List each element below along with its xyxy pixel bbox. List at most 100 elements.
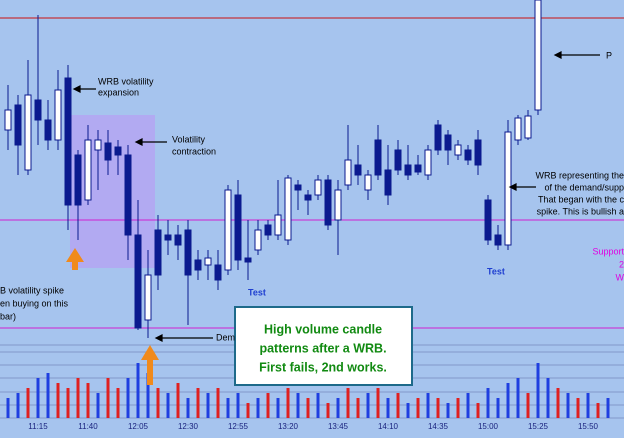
volume-bar — [206, 393, 210, 418]
candle-body — [214, 264, 222, 281]
volume-bar — [536, 363, 540, 418]
volume-bar — [6, 398, 10, 418]
volume-bar — [476, 403, 480, 418]
candle-body — [34, 99, 42, 121]
volume-bar — [156, 388, 160, 418]
candle-body — [84, 139, 92, 201]
volume-bar — [576, 398, 580, 418]
candle-body — [514, 117, 522, 141]
volume-bar — [506, 383, 510, 418]
volume-bar — [406, 403, 410, 418]
volume-bar — [586, 393, 590, 418]
volume-bar — [356, 398, 360, 418]
candle-body — [24, 94, 32, 171]
volume-bar — [146, 373, 150, 418]
annotation-text: Test — [487, 266, 505, 276]
candle-body — [524, 115, 532, 139]
x-tick-label: 11:40 — [78, 422, 98, 431]
volume-bar — [236, 393, 240, 418]
volume-bar — [266, 393, 270, 418]
candle-body — [314, 179, 322, 196]
volume-bar — [416, 398, 420, 418]
candle-body — [304, 194, 312, 201]
candle-body — [144, 274, 152, 321]
candle-body — [14, 104, 22, 146]
volume-bar — [546, 378, 550, 418]
candle-body — [344, 159, 352, 186]
candle-body — [404, 164, 412, 176]
x-tick-label: 13:20 — [278, 422, 299, 431]
volume-bar — [76, 378, 80, 418]
volume-bar — [86, 383, 90, 418]
x-tick-label: 12:05 — [128, 422, 149, 431]
annotation-text: of the demand/supp — [544, 182, 624, 192]
candle-body — [224, 189, 232, 271]
candle-body — [354, 164, 362, 176]
volume-bar — [46, 373, 50, 418]
x-tick-label: 15:00 — [478, 422, 499, 431]
candle-body — [254, 229, 262, 251]
annotation-text: contraction — [172, 146, 216, 156]
volume-bar — [126, 378, 130, 418]
candle-body — [444, 134, 452, 151]
annotation-text: Support — [592, 246, 624, 256]
candle-body — [154, 229, 162, 276]
volume-bar — [56, 383, 60, 418]
volume-bar — [36, 378, 40, 418]
volume-bar — [606, 398, 610, 418]
candle-body — [4, 109, 12, 131]
annotation-text: W — [616, 272, 624, 282]
candle-body — [174, 234, 182, 246]
candle-body — [434, 124, 442, 151]
x-tick-label: 12:30 — [178, 422, 199, 431]
annotations: 11:15 11:40 12:05 12:30 12:55 13:20 13:45 14:10… — [0, 50, 624, 431]
annotation-text: WRB volatility — [98, 76, 154, 86]
x-tick-label: 11:15 — [28, 422, 48, 431]
annotation-text: Volatility — [172, 134, 206, 144]
candle-body — [494, 234, 502, 246]
candle-body — [164, 234, 172, 241]
candle-body — [234, 194, 242, 261]
annotation-text: That began with the c — [538, 194, 624, 204]
candle-body — [284, 177, 292, 241]
volume-bar — [326, 403, 330, 418]
candle-body — [294, 184, 302, 191]
candle-body — [464, 149, 472, 161]
volume-bar — [456, 398, 460, 418]
annotation-text: expansion — [98, 87, 139, 97]
volume-bar — [66, 388, 70, 418]
volume-bar — [196, 388, 200, 418]
candle-body — [384, 169, 392, 196]
volume-bar — [386, 398, 390, 418]
volume-bar — [246, 403, 250, 418]
candle-body — [374, 139, 382, 176]
candle-body — [484, 199, 492, 241]
volume-bar — [96, 393, 100, 418]
candle-body — [474, 139, 482, 166]
candle-body — [264, 224, 272, 236]
candle-body — [364, 174, 372, 191]
x-tick-label: 15:50 — [578, 422, 599, 431]
volume-bar — [446, 403, 450, 418]
candle-body — [124, 154, 132, 236]
candle-body — [194, 259, 202, 271]
candle-body — [94, 139, 102, 151]
annotation-text: First fails, 2nd works. — [259, 360, 387, 374]
volume-bar — [296, 393, 300, 418]
volume-bar — [366, 393, 370, 418]
volume-bar — [136, 363, 140, 418]
annotation-text: 2 — [619, 259, 624, 269]
candle-body — [104, 142, 112, 161]
candle-body — [204, 257, 212, 266]
callout-box — [234, 306, 413, 386]
volume-bar — [346, 388, 350, 418]
volume-bar — [516, 378, 520, 418]
orange-arrows — [66, 248, 159, 385]
pointer-arrows — [72, 51, 600, 342]
candle-body — [334, 189, 342, 221]
volume-bar — [16, 393, 20, 418]
annotation-text: High volume candle — [264, 322, 382, 336]
x-tick-label: 15:25 — [528, 422, 549, 431]
annotation-text: bar) — [0, 311, 16, 321]
volume-bar — [556, 388, 560, 418]
